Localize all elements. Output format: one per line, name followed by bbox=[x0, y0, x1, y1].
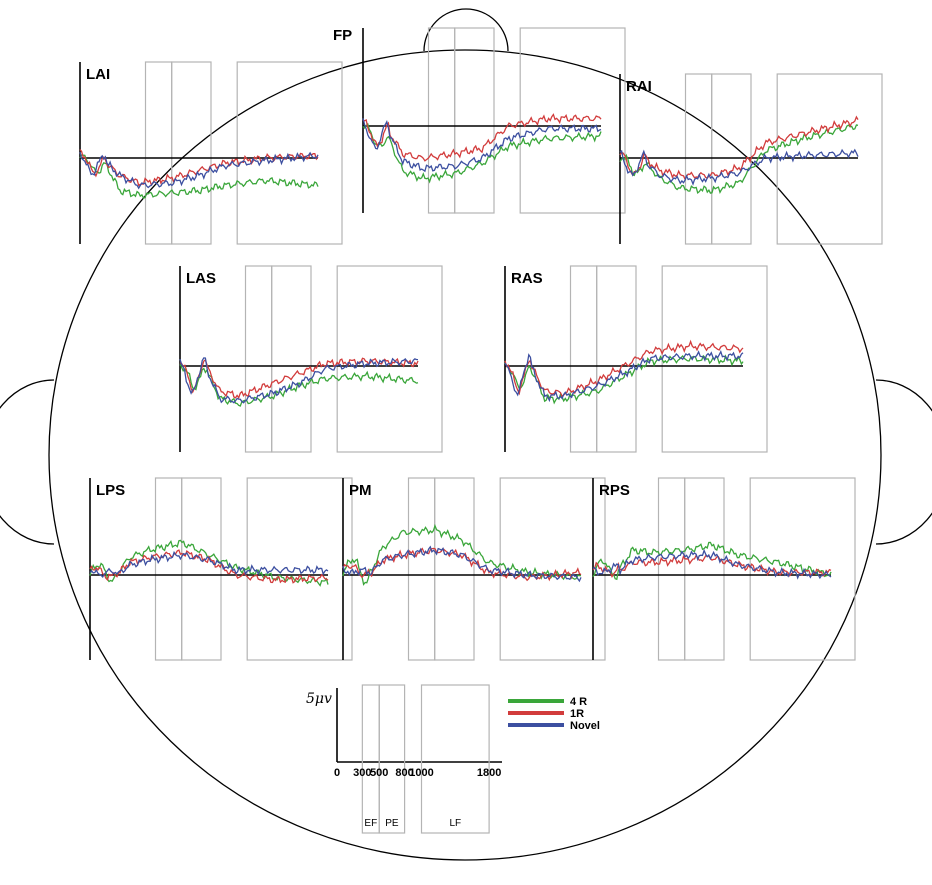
window-pe-box bbox=[684, 477, 725, 661]
scale-window-label-lf: LF bbox=[449, 818, 461, 829]
window-ef-box bbox=[427, 27, 456, 214]
window-pe-box bbox=[271, 265, 312, 453]
legend-label-novel: Novel bbox=[570, 720, 600, 732]
series-4-r-lai bbox=[79, 154, 319, 200]
window-ef-box bbox=[684, 73, 713, 245]
series-4-r-rps bbox=[592, 541, 832, 581]
series-novel-ras bbox=[504, 350, 744, 403]
window-lf-box bbox=[336, 265, 443, 453]
electrode-label-lai: LAI bbox=[86, 66, 110, 83]
window-ef-box bbox=[569, 265, 598, 453]
window-pe-box bbox=[596, 265, 637, 453]
series-novel-rai bbox=[619, 148, 859, 186]
scale-tick-300: 300 bbox=[353, 767, 371, 779]
window-pe-box bbox=[171, 61, 212, 245]
panel-lai: LAI bbox=[79, 61, 343, 245]
scale-window-label-ef: EF bbox=[364, 818, 377, 829]
panel-pm: PM bbox=[342, 477, 606, 661]
series-novel-lps bbox=[89, 550, 329, 578]
window-pe-box bbox=[434, 477, 475, 661]
electrode-label-ras: RAS bbox=[511, 270, 543, 287]
nose-outline bbox=[423, 8, 509, 52]
series-novel-fp bbox=[362, 118, 602, 173]
window-pe-box bbox=[181, 477, 222, 661]
series-1r-rai bbox=[619, 115, 859, 181]
scalp-outline bbox=[48, 49, 882, 861]
series-4-r-rai bbox=[619, 124, 859, 195]
series-novel-rps bbox=[592, 548, 832, 580]
scale-window-ef bbox=[361, 684, 380, 834]
right-ear-outline bbox=[875, 379, 932, 545]
electrode-label-rai: RAI bbox=[626, 78, 652, 95]
series-4-r-ras bbox=[504, 354, 744, 405]
series-1r-lps bbox=[89, 549, 329, 584]
left-ear-outline bbox=[0, 379, 55, 545]
electrode-panels: LAI FP RAI LAS RAS LPS PM RPS bbox=[79, 27, 883, 661]
series-novel-pm bbox=[342, 545, 582, 583]
electrode-label-lps: LPS bbox=[96, 482, 125, 499]
panel-ras: RAS bbox=[504, 265, 768, 453]
series-1r-fp bbox=[362, 113, 602, 162]
scale-tick-1800: 1800 bbox=[477, 767, 501, 779]
head-outline bbox=[0, 8, 932, 861]
series-4-r-fp bbox=[362, 122, 602, 184]
window-lf-box bbox=[749, 477, 856, 661]
window-ef-box bbox=[657, 477, 686, 661]
electrode-label-rps: RPS bbox=[599, 482, 630, 499]
series-1r-lai bbox=[79, 149, 319, 187]
window-lf-box bbox=[776, 73, 883, 245]
panel-fp: FP bbox=[333, 27, 626, 214]
panel-lps: LPS bbox=[89, 477, 353, 661]
window-lf-box bbox=[236, 61, 343, 245]
window-ef-box bbox=[407, 477, 436, 661]
scale-windows: EF PE LF bbox=[361, 684, 490, 834]
window-ef-box bbox=[244, 265, 273, 453]
legend-label-4-r: 4 R bbox=[570, 696, 587, 708]
scale-window-lf bbox=[420, 684, 490, 834]
series-novel-las bbox=[179, 357, 419, 404]
scale-tick-500: 500 bbox=[370, 767, 388, 779]
electrode-label-pm: PM bbox=[349, 482, 372, 499]
panel-rai: RAI bbox=[619, 73, 883, 245]
scale-unit-label: 5μv bbox=[306, 691, 332, 707]
window-ef-box bbox=[154, 477, 183, 661]
series-novel-lai bbox=[79, 151, 319, 190]
panel-rps: RPS bbox=[592, 477, 856, 661]
window-pe-box bbox=[454, 27, 495, 214]
scale-window-pe bbox=[378, 684, 406, 834]
scale-tick-0: 0 bbox=[334, 767, 340, 779]
window-ef-box bbox=[144, 61, 173, 245]
legend-label-1r: 1R bbox=[570, 708, 584, 720]
series-1r-ras bbox=[504, 339, 744, 398]
panel-las: LAS bbox=[179, 265, 443, 453]
window-pe-box bbox=[711, 73, 752, 245]
scale-tick-1000: 1000 bbox=[409, 767, 433, 779]
series-4-r-pm bbox=[342, 523, 581, 586]
scale-window-label-pe: PE bbox=[385, 818, 399, 829]
electrode-label-fp: FP bbox=[333, 27, 352, 44]
scale-tick-800: 800 bbox=[395, 767, 413, 779]
window-lf-box bbox=[519, 27, 626, 214]
electrode-label-las: LAS bbox=[186, 270, 216, 287]
